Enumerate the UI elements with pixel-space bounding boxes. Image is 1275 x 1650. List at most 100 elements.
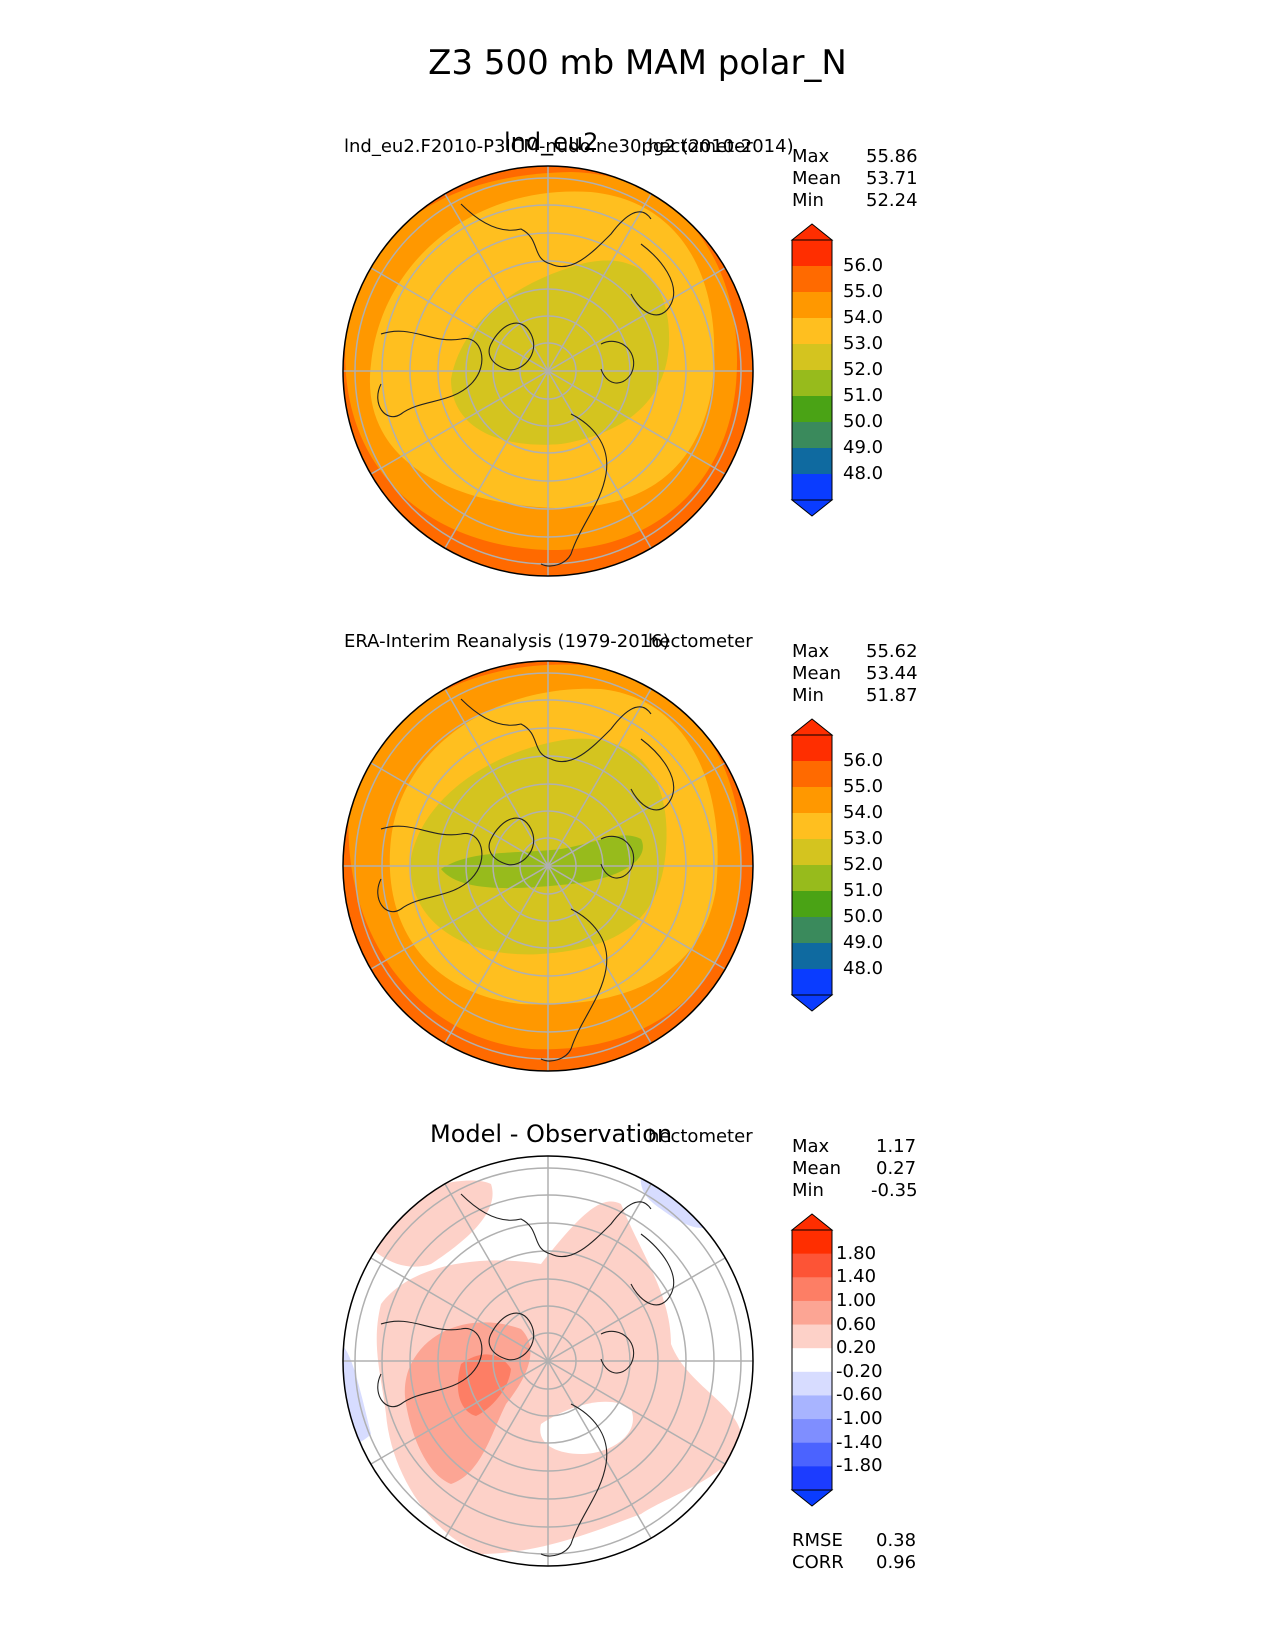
colorbar-swatch [792, 344, 832, 371]
colorbar-swatch [792, 969, 832, 996]
panel3-corr-value: 0.96 [876, 1552, 917, 1573]
panel3-map [342, 1155, 754, 1567]
colorbar-swatch [792, 787, 832, 814]
colorbar-frame [791, 734, 833, 996]
panel3-stat-mean-value: 0.27 [876, 1158, 917, 1179]
colorbar-swatch [792, 448, 832, 475]
colorbar-tick-label: 55.0 [843, 281, 884, 302]
colorbar-tick-label: -0.20 [836, 1360, 883, 1382]
colorbar-swatch [792, 917, 832, 944]
colorbar-extend-max [790, 1213, 834, 1231]
panel3-colorbar [790, 1213, 834, 1507]
colorbar-swatch [792, 761, 832, 788]
panel1-stat-max-label: Max [792, 146, 830, 167]
panel1-units: hectometer [648, 136, 753, 157]
panel3-stat-max-value: 1.17 [876, 1136, 917, 1157]
graticule [343, 661, 753, 1071]
colorbar-swatch [792, 1324, 832, 1349]
panel1-stat-mean-label: Mean [792, 168, 842, 189]
colorbar-tick-label: 1.00 [836, 1289, 877, 1311]
panel3-corr-label: CORR [792, 1552, 844, 1573]
colorbar-tick-label: -1.80 [836, 1455, 883, 1477]
colorbar-swatch [792, 292, 832, 319]
colorbar-swatch [792, 370, 832, 397]
colorbar-tick-label: 52.0 [843, 359, 884, 380]
colorbar-extend-min [790, 1489, 834, 1507]
panel1-stat-mean-value: 53.71 [866, 168, 918, 189]
colorbar-swatch [792, 422, 832, 449]
panel2-units: hectometer [648, 631, 753, 652]
colorbar-swatch [792, 1371, 832, 1396]
colorbar-extend-min [790, 499, 834, 517]
colorbar-tick-label: 1.40 [836, 1266, 877, 1288]
panel2-colorbar [790, 718, 834, 1012]
coastlines [377, 698, 675, 1062]
colorbar-tick-label: 49.0 [843, 932, 884, 953]
colorbar-tick-label: 0.20 [836, 1337, 877, 1359]
colorbar-swatch [792, 396, 832, 423]
panel3-units: hectometer [648, 1126, 753, 1147]
coastlines [377, 1193, 675, 1557]
colorbar-swatch [792, 1419, 832, 1444]
colorbar-swatch [792, 240, 832, 267]
panel2-stat-max-value: 55.62 [866, 641, 918, 662]
colorbar-swatch [792, 1230, 832, 1255]
panel2-stat-min-label: Min [792, 685, 824, 706]
panel3-rmse-value: 0.38 [876, 1530, 917, 1551]
panel2-subtitle: ERA-Interim Reanalysis (1979-2016) [344, 631, 670, 652]
panel2-stat-min-value: 51.87 [866, 685, 918, 706]
colorbar-swatch [792, 1253, 832, 1278]
colorbar-tick-label: 54.0 [843, 307, 884, 328]
panel1-title: lnd_eu2 [504, 128, 599, 156]
colorbar-tick-label: 56.0 [843, 255, 884, 276]
colorbar-tick-label: 48.0 [843, 958, 884, 979]
colorbar-swatch [792, 865, 832, 892]
field-band-52 [410, 738, 667, 955]
colorbar-tick-label: 56.0 [843, 750, 884, 771]
colorbar-extend-max [790, 223, 834, 241]
colorbar-swatch [792, 474, 832, 501]
panel1-subtitle: lnd_eu2.F2010-P3ICM-nudo.ne30pg2 (2010-2… [344, 136, 794, 157]
panel2-stat-max-label: Max [792, 641, 830, 662]
colorbar-swatch [792, 839, 832, 866]
colorbar-swatch [792, 266, 832, 293]
colorbar-tick-label: 53.0 [843, 828, 884, 849]
graticule [343, 1156, 753, 1566]
colorbar-swatch [792, 891, 832, 918]
colorbar-frame [791, 239, 833, 501]
panel1-map [342, 165, 754, 577]
colorbar-tick-label: 54.0 [843, 802, 884, 823]
colorbar-tick-label: 51.0 [843, 880, 884, 901]
colorbar-tick-label: 50.0 [843, 906, 884, 927]
colorbar-swatch [792, 735, 832, 762]
panel3-rmse-label: RMSE [792, 1530, 843, 1551]
colorbar-swatch [792, 1300, 832, 1326]
colorbar-tick-label: -0.60 [836, 1384, 883, 1406]
panel3-stat-min-value: -0.35 [871, 1180, 918, 1201]
colorbar-tick-label: 48.0 [843, 463, 884, 484]
graticule [343, 166, 753, 576]
colorbar-swatch [792, 1395, 832, 1420]
panel3-stat-mean-label: Mean [792, 1158, 842, 1179]
colorbar-swatch [792, 813, 832, 840]
panel2-stat-mean-label: Mean [792, 663, 842, 684]
figure-title: Z3 500 mb MAM polar_N [428, 43, 847, 83]
field-band-52 [451, 260, 670, 445]
panel3-title: Model - Observation [430, 1120, 673, 1148]
colorbar-tick-label: 55.0 [843, 776, 884, 797]
panel1-stat-max-value: 55.86 [866, 146, 918, 167]
colorbar-tick-label: 50.0 [843, 411, 884, 432]
colorbar-swatch [792, 1466, 832, 1491]
colorbar-swatch [792, 1348, 832, 1373]
colorbar-swatch [792, 318, 832, 345]
colorbar-swatch [792, 1442, 832, 1467]
colorbar-swatch [792, 1277, 832, 1302]
colorbar-tick-label: 49.0 [843, 437, 884, 458]
panel3-stat-min-label: Min [792, 1180, 824, 1201]
panel3-stat-max-label: Max [792, 1136, 830, 1157]
colorbar-extend-min [790, 994, 834, 1012]
panel2-map [342, 660, 754, 1072]
colorbar-tick-label: 1.80 [836, 1242, 877, 1264]
colorbar-frame [791, 1229, 833, 1491]
panel1-stat-min-value: 52.24 [866, 190, 918, 211]
